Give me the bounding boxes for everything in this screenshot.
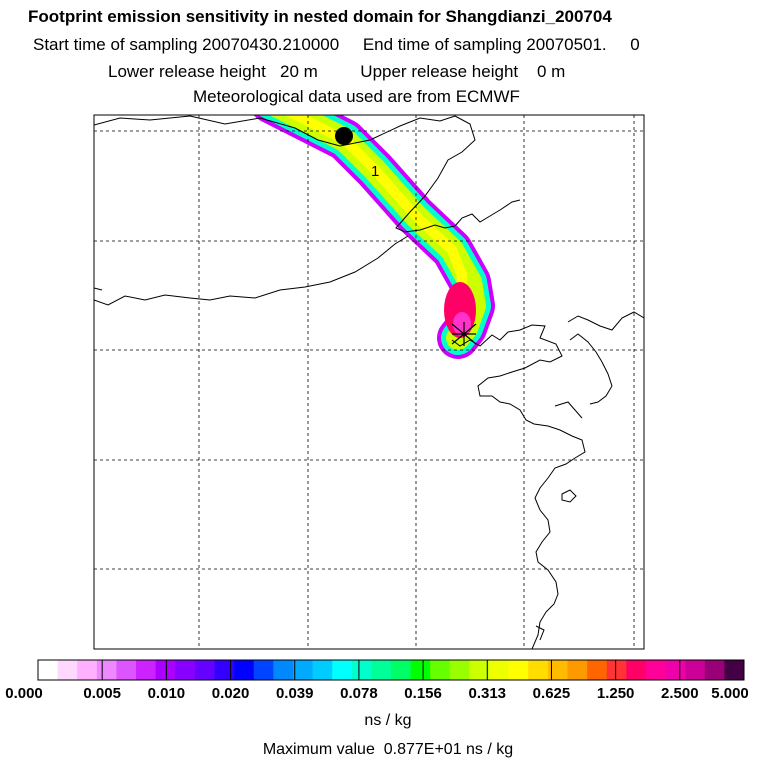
colorbar-swatch	[704, 660, 725, 680]
release-site-marker	[451, 322, 477, 346]
colorbar-swatch	[351, 660, 372, 680]
map-content: 1	[94, 115, 644, 649]
colorbar-swatch	[96, 660, 117, 680]
map-title: Footprint emission sensitivity in nested…	[28, 7, 612, 26]
colorbar-swatch	[371, 660, 392, 680]
colorbar-swatch	[155, 660, 176, 680]
colorbar-swatch	[292, 660, 314, 680]
colorbar-swatch	[175, 660, 196, 680]
release-height-line: Lower release height 20 m Upper release …	[108, 62, 566, 81]
colorbar-swatch	[587, 660, 608, 680]
colorbar	[37, 659, 745, 681]
colorbar-tick-label: 0.313	[468, 685, 507, 702]
colorbar-swatch	[489, 660, 510, 680]
colorbar-swatch	[253, 660, 274, 680]
colorbar-swatch	[273, 660, 294, 680]
colorbar-swatch	[567, 660, 588, 680]
colorbar-swatch	[547, 660, 568, 680]
trajectory-cluster-dot	[335, 127, 353, 145]
colorbar-swatch	[508, 660, 529, 680]
colorbar-tick-label: 0.156	[404, 685, 442, 702]
colorbar-swatch	[724, 660, 745, 680]
colorbar-border	[37, 659, 745, 681]
colorbar-swatch	[449, 660, 470, 680]
colorbar-tick-label: 5.000	[711, 685, 749, 702]
colorbar-tick-label: 0.625	[532, 685, 571, 702]
colorbar-tick-label: 0.010	[147, 685, 186, 702]
colorbar-swatch	[391, 660, 412, 680]
colorbar-swatch	[685, 660, 706, 680]
colorbar-tick-label: 2.500	[661, 685, 699, 702]
colorbar-swatch	[234, 660, 255, 680]
colorbar-tick-label: 0.078	[340, 685, 378, 702]
map-frame	[93, 114, 645, 650]
colorbar-swatch	[665, 660, 686, 680]
colorbar-tick-label: 0.039	[275, 685, 314, 702]
colorbar-swatch	[214, 660, 235, 680]
colorbar-tick-label: 0.005	[83, 685, 121, 702]
colorbar-tick-label: 1.250	[596, 685, 635, 702]
colorbar-swatch	[57, 660, 78, 680]
meteorological-data-line: Meteorological data used are from ECMWF	[193, 87, 520, 106]
colorbar-tick-label: 0.020	[211, 685, 250, 702]
colorbar-swatch	[312, 660, 333, 680]
colorbar-tick-label: 0.000	[5, 685, 43, 702]
lat-lon-grid	[94, 115, 644, 649]
colorbar-swatch	[430, 660, 451, 680]
colorbar-swatch	[606, 660, 627, 680]
sampling-time-line: Start time of sampling 20070430.210000 E…	[33, 35, 640, 54]
emission-plume	[253, 115, 495, 359]
colorbar-swatch	[332, 660, 353, 680]
colorbar-swatch	[645, 660, 667, 680]
coastlines	[94, 115, 644, 649]
maximum-value-label: Maximum value 0.877E+01 ns / kg	[262, 741, 514, 758]
colorbar-swatch	[77, 660, 98, 680]
colorbar-swatch	[528, 660, 549, 680]
colorbar-swatch	[626, 660, 647, 680]
colorbar-swatch	[469, 660, 490, 680]
colorbar-unit: ns / kg	[364, 712, 412, 729]
colorbar-swatch	[38, 660, 59, 680]
trajectory-cluster-label: 1	[371, 163, 379, 180]
colorbar-swatch	[116, 660, 137, 680]
colorbar-swatch	[136, 660, 157, 680]
colorbar-swatch	[410, 660, 431, 680]
colorbar-swatch	[194, 660, 215, 680]
